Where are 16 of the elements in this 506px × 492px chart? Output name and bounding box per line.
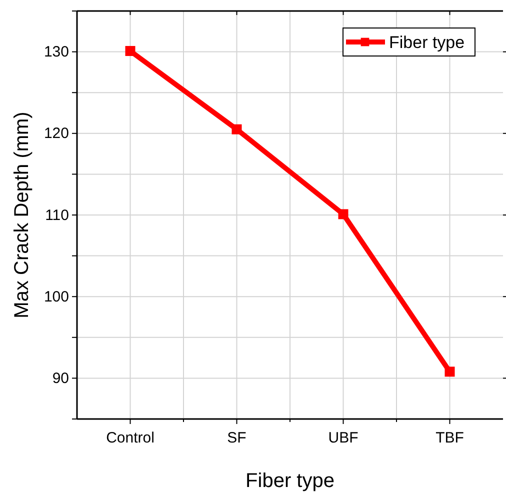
x-axis-title: Fiber type — [246, 470, 334, 492]
y-tick-label: 130 — [44, 44, 69, 61]
y-tick-label: 90 — [52, 370, 69, 387]
x-tick-label: TBF — [436, 430, 464, 447]
legend-label: Fiber type — [389, 33, 465, 52]
point — [125, 46, 136, 56]
point — [338, 209, 348, 220]
x-tick-label: Control — [106, 430, 154, 447]
y-axis-title: Max Crack Depth (mm) — [11, 112, 33, 318]
point — [232, 124, 242, 134]
y-tick-label: 120 — [44, 125, 69, 142]
point — [444, 366, 455, 377]
x-tick-label: SF — [227, 430, 246, 447]
y-tick-label: 100 — [44, 288, 69, 306]
y-tick-label: 110 — [45, 206, 69, 224]
x-tick-label: UBF — [328, 430, 358, 447]
